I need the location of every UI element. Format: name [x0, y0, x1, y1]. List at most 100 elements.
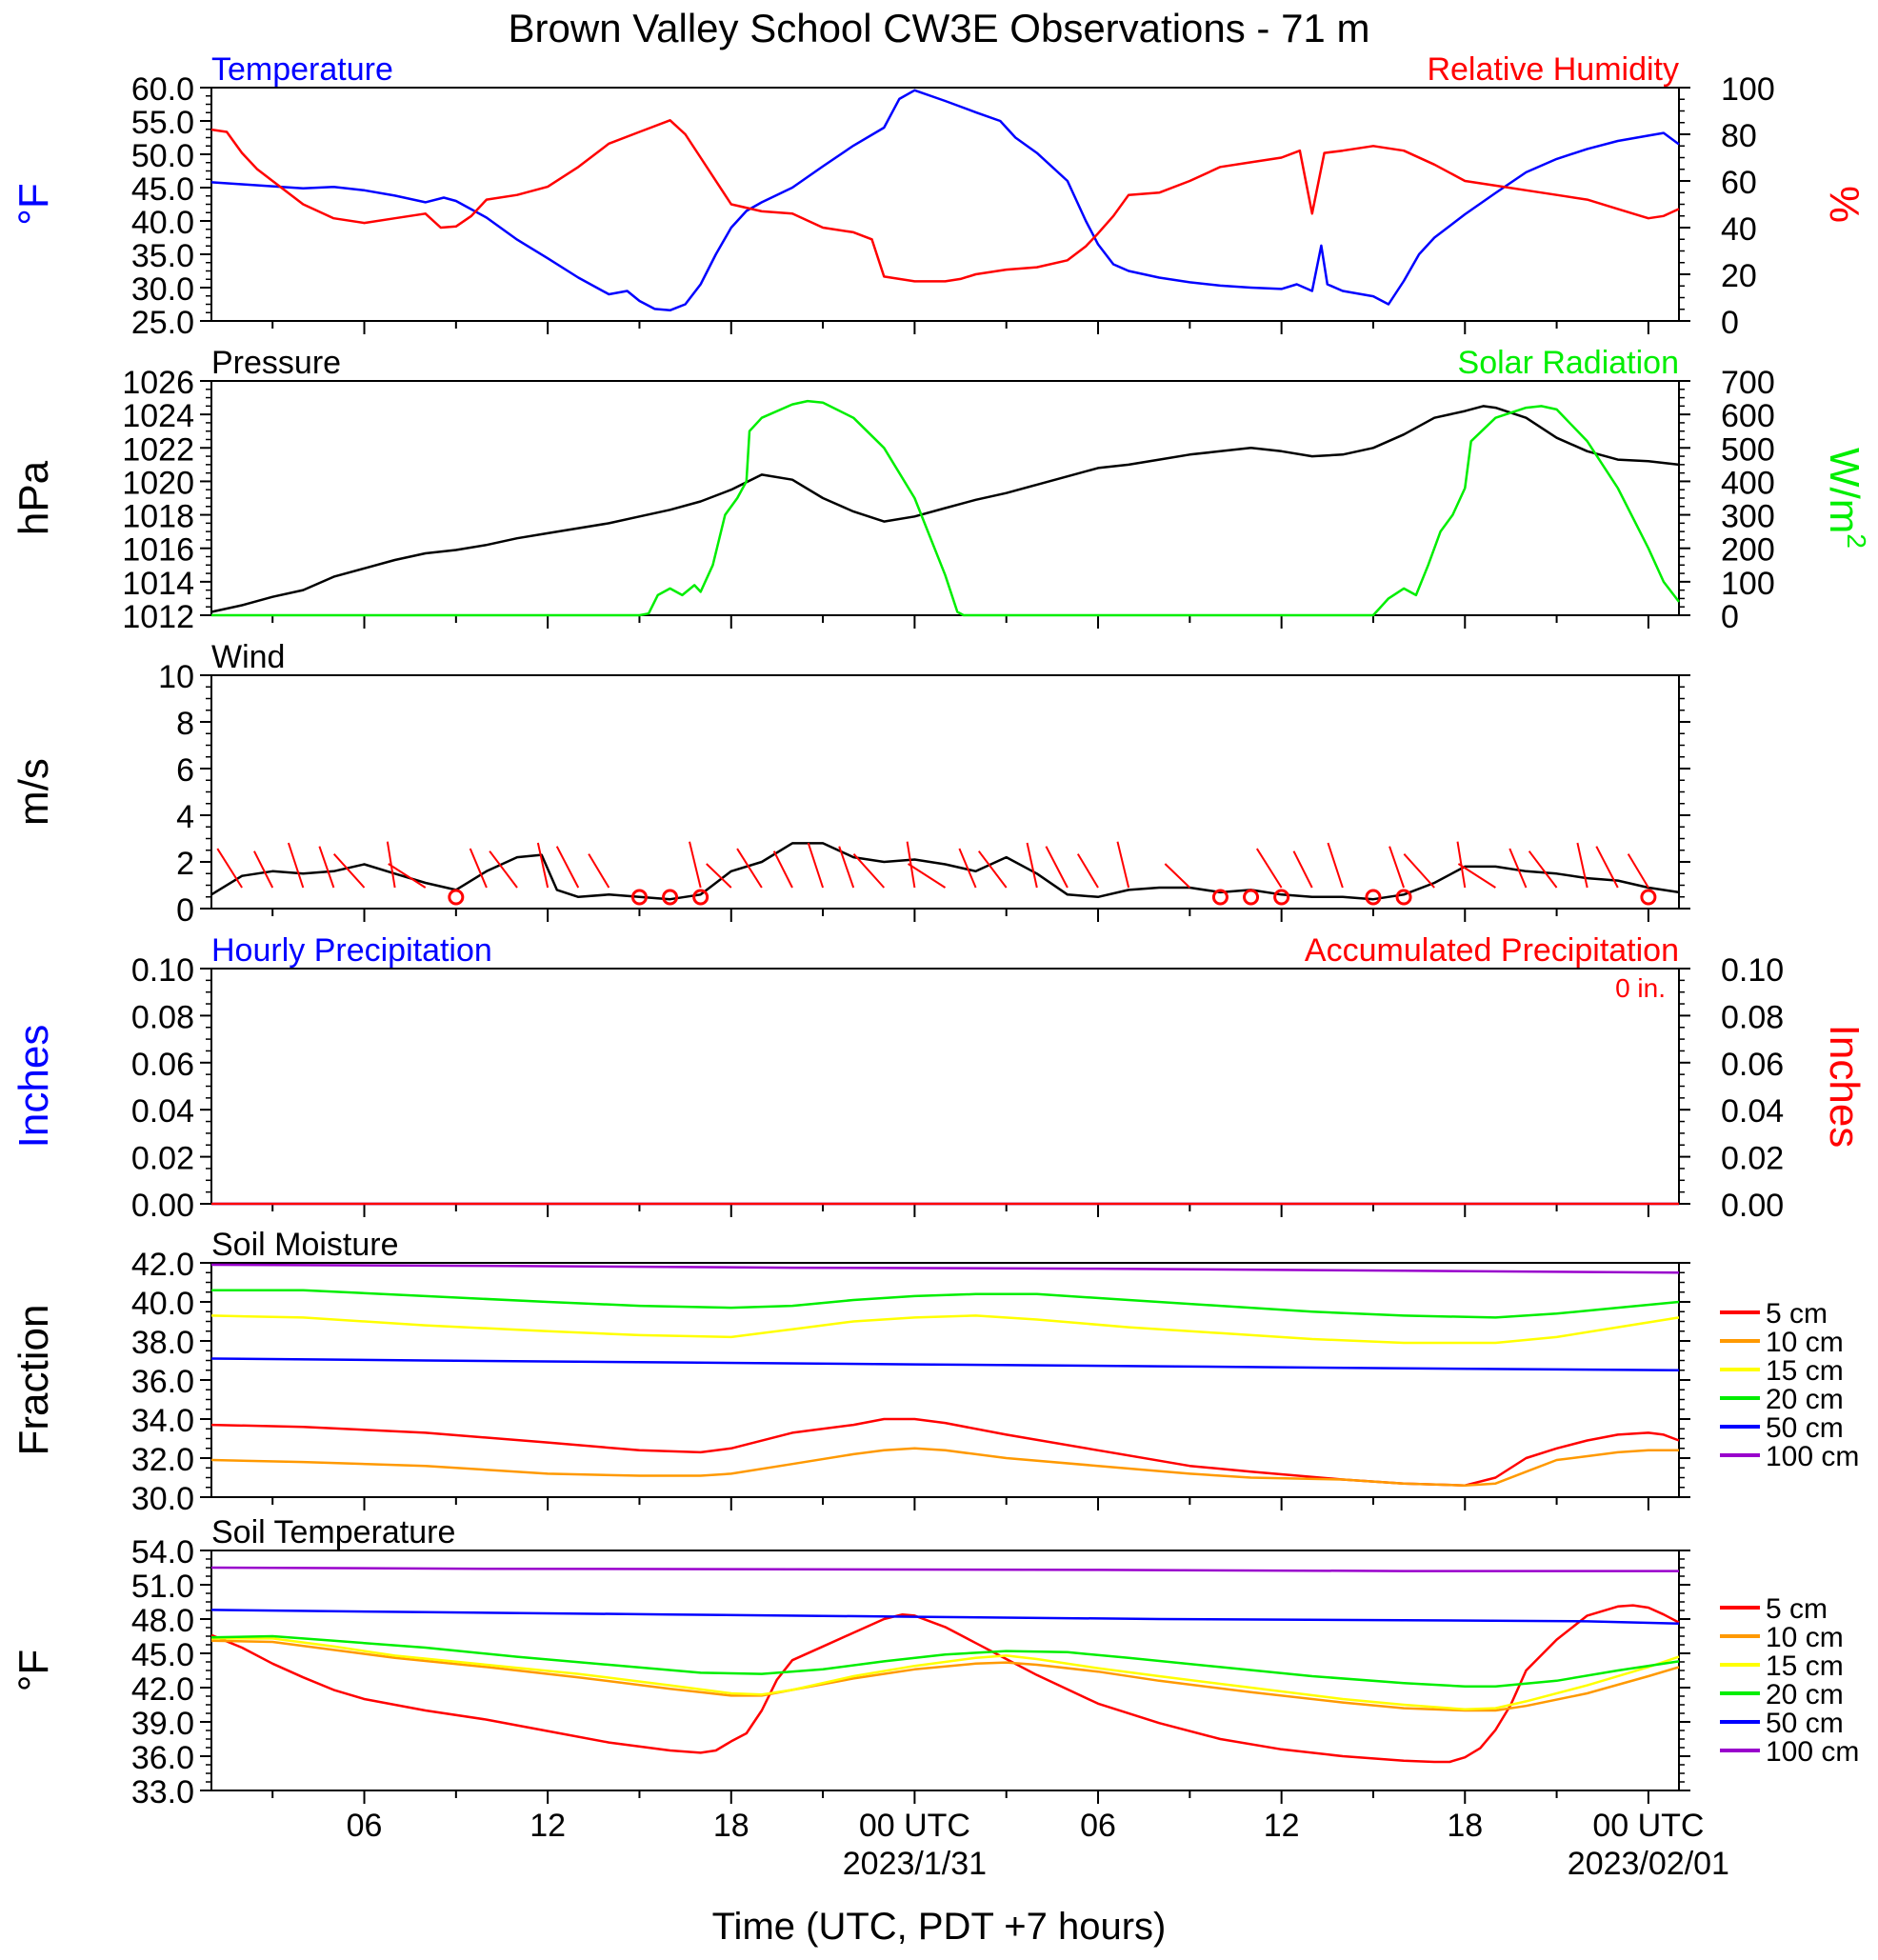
y-left-tick-label: 40.0 [131, 1286, 194, 1322]
y-left-tick-label: 4 [176, 799, 194, 835]
y-left-tick-label: 2 [176, 846, 194, 882]
legend-entry: 10 cm [1720, 1327, 1844, 1358]
y-right-tick-label: 200 [1721, 532, 1775, 569]
wind-barb [1076, 853, 1099, 889]
y-left-tick-label: 1022 [122, 431, 194, 468]
wind-barb [1045, 846, 1069, 889]
series-line-100-cm [210, 1263, 1680, 1274]
y-left-tick-label: 0.06 [131, 1047, 194, 1083]
panel-soil_temperature: 33.036.039.042.045.048.051.054.0 Soil Tem… [10, 1514, 1859, 1810]
y-right-tick-label: 400 [1721, 465, 1775, 501]
wind-barb [1528, 850, 1558, 889]
y-right-axis-label: Inches [1821, 1025, 1868, 1149]
wind-barb [1292, 850, 1313, 889]
panel-right-title: Solar Radiation [1458, 345, 1679, 381]
y-left-tick-label: 30.0 [131, 1481, 194, 1517]
wind-barb [852, 852, 886, 889]
wind-barb [1026, 842, 1038, 889]
y-right-tick-label: 0.10 [1721, 952, 1784, 989]
y-left-tick-label: 1024 [122, 398, 194, 434]
panel-soil_moisture: 30.032.034.036.038.040.042.0 Soil Moistur… [10, 1227, 1859, 1517]
wind-barb [1627, 853, 1649, 889]
y-left-tick-label: 36.0 [131, 1740, 194, 1776]
x-tick-label: 06 [1080, 1808, 1116, 1844]
y-left-tick-label: 55.0 [131, 105, 194, 141]
series-line-10-cm [210, 1447, 1679, 1487]
calm-wind-marker [1243, 889, 1260, 906]
wind-barb [555, 846, 580, 889]
y-left-axis-label: m/s [10, 758, 57, 826]
series-line-solar-radiation [211, 399, 1680, 617]
wind-barb [332, 852, 366, 889]
y-left-tick-label: 51.0 [131, 1569, 194, 1605]
y-right-tick-label: 0 [1721, 599, 1739, 635]
x-tick-label: 06 [347, 1808, 383, 1844]
calm-wind-marker [448, 889, 465, 906]
wind-barb [807, 842, 825, 889]
wind-barb [1255, 848, 1283, 889]
panel-left-title: Hourly Precipitation [211, 932, 492, 969]
x-tick-label: 18 [1447, 1808, 1483, 1844]
legend-label: 15 cm [1766, 1650, 1844, 1682]
legend-label: 5 cm [1766, 1298, 1828, 1330]
panel-right-title: Relative Humidity [1427, 51, 1679, 88]
y-right-tick-label: 0.06 [1721, 1047, 1784, 1083]
legend-label: 20 cm [1766, 1679, 1844, 1710]
wind-barb [469, 848, 488, 889]
wind-barb [1327, 842, 1344, 889]
y-left-tick-label: 0.00 [131, 1188, 194, 1224]
wind-barb [1116, 841, 1130, 889]
series-line-20-cm [210, 1634, 1680, 1689]
series-line-15-cm [210, 1314, 1680, 1345]
panel-left-title: Temperature [211, 51, 393, 88]
panel-left-title: Pressure [211, 345, 341, 381]
y-right-tick-label: 700 [1721, 365, 1775, 401]
legend-label: 10 cm [1766, 1622, 1844, 1653]
y-left-tick-label: 60.0 [131, 71, 194, 108]
legend-entry: 50 cm [1720, 1412, 1844, 1444]
y-left-tick-label: 38.0 [131, 1325, 194, 1361]
panel-wind: 0 2 4 6 8 10 Wind m/s [10, 639, 1690, 929]
legend-entry: 100 cm [1720, 1441, 1859, 1472]
wind-barb [736, 848, 763, 889]
legend-label: 20 cm [1766, 1384, 1844, 1415]
panel-precipitation: 0.00 0.02 0.04 0.06 0.08 0.10 0.00 0.02 0.04 0.06… [10, 932, 1868, 1224]
x-axis-title: Time (UTC, PDT +7 hours) [712, 1906, 1167, 1948]
panel-left-title: Soil Moisture [211, 1227, 399, 1263]
y-left-axis-label: Fraction [10, 1305, 57, 1456]
wind-barb [838, 846, 855, 889]
y-right-axis-label: W/m2 [1821, 448, 1871, 549]
wind-barb [1389, 846, 1406, 889]
legend-entry: 5 cm [1720, 1298, 1828, 1330]
legend-label: 15 cm [1766, 1355, 1844, 1387]
y-right-tick-label: 0.08 [1721, 999, 1784, 1035]
y-right-tick-label: 500 [1721, 431, 1775, 468]
wind-barb [907, 863, 947, 889]
series-line-relative-humidity [210, 119, 1680, 283]
x-tick-label: 00 UTC [859, 1808, 970, 1844]
wind-barb [977, 850, 1008, 889]
wind-barb [772, 850, 793, 889]
y-right-tick-label: 100 [1721, 71, 1775, 108]
y-left-tick-label: 0.02 [131, 1141, 194, 1177]
x-date-label: 2023/02/01 [1568, 1846, 1729, 1882]
y-right-tick-label: 0.04 [1721, 1093, 1784, 1130]
y-left-tick-label: 50.0 [131, 138, 194, 174]
wind-barb [536, 842, 549, 889]
legend-entry: 20 cm [1720, 1384, 1844, 1415]
legend-entry: 5 cm [1720, 1593, 1828, 1625]
y-left-axis-label: Inches [10, 1025, 57, 1149]
legend-entry: 15 cm [1720, 1650, 1844, 1682]
y-left-tick-label: 30.0 [131, 271, 194, 308]
y-left-tick-label: 40.0 [131, 205, 194, 241]
wind-barb [318, 846, 335, 889]
y-left-tick-label: 1018 [122, 499, 194, 535]
x-tick-label: 00 UTC [1592, 1808, 1704, 1844]
panels: 25.030.035.040.045.050.055.060.002040608… [10, 51, 1871, 1810]
series-line-temperature [210, 89, 1680, 312]
y-left-axis-label: °F [10, 1650, 57, 1691]
legend-label: 50 cm [1766, 1708, 1844, 1739]
wind-barb [1576, 842, 1588, 889]
